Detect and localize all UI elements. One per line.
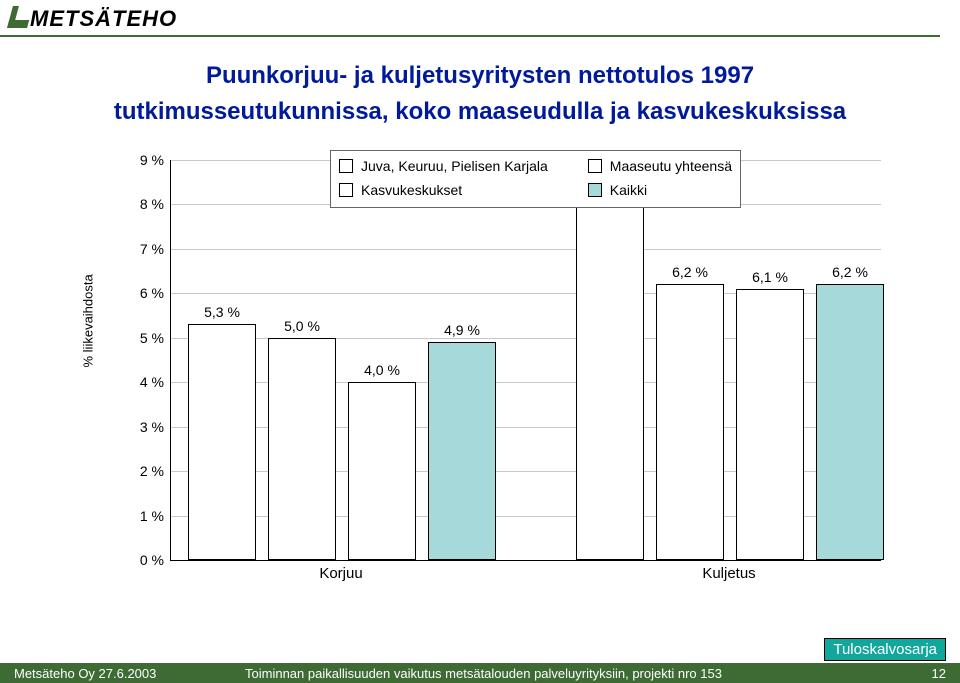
bar: [268, 338, 336, 560]
y-tick: 0 %: [110, 552, 164, 568]
x-category-label: Kuljetus: [575, 565, 883, 582]
series-badge: Tuloskalvosarja: [824, 638, 946, 661]
y-tick: 9 %: [110, 152, 164, 168]
slide-title-line2: tutkimusseutukunnissa, koko maaseudulla …: [0, 98, 960, 126]
legend-label: Juva, Keuruu, Pielisen Karjala: [361, 158, 548, 174]
logo-text: METSÄTEHO: [30, 6, 177, 32]
legend-label: Kasvukeskukset: [361, 182, 462, 198]
y-axis-label: % liikevaihdosta: [81, 274, 96, 367]
legend-swatch: [588, 183, 602, 197]
y-tick: 6 %: [110, 285, 164, 301]
bar-value-label: 6,1 %: [730, 269, 810, 285]
bar: [576, 200, 644, 560]
legend-swatch: [339, 159, 353, 173]
footer-left: Metsäteho Oy 27.6.2003: [14, 666, 156, 681]
bar: [816, 284, 884, 560]
legend: Juva, Keuruu, Pielisen Karjala Maaseutu y…: [330, 150, 741, 208]
bar-value-label: 5,3 %: [182, 304, 262, 320]
header-divider: [0, 35, 940, 37]
bar-value-label: 6,2 %: [650, 264, 730, 280]
x-category-label: Korjuu: [187, 565, 495, 582]
bar: [736, 289, 804, 560]
y-tick: 8 %: [110, 196, 164, 212]
bar-value-label: 6,2 %: [810, 264, 890, 280]
bar-value-label: 4,0 %: [342, 362, 422, 378]
bar: [348, 382, 416, 560]
y-tick: 2 %: [110, 463, 164, 479]
header: METSÄTEHO: [0, 0, 960, 40]
y-tick: 3 %: [110, 419, 164, 435]
y-tick: 4 %: [110, 374, 164, 390]
legend-label: Kaikki: [610, 182, 647, 198]
footer-right: 12: [932, 666, 946, 681]
legend-swatch: [339, 183, 353, 197]
bar: [188, 324, 256, 560]
y-tick: 1 %: [110, 508, 164, 524]
slide-title-line1: Puunkorjuu- ja kuljetusyritysten nettotu…: [0, 62, 960, 90]
y-tick: 7 %: [110, 241, 164, 257]
bar-chart: % liikevaihdosta 5,3 %5,0 %4,0 %4,9 %8,1…: [110, 160, 880, 590]
footer-center: Toiminnan paikallisuuden vaikutus metsät…: [245, 666, 722, 681]
bar-value-label: 4,9 %: [422, 322, 502, 338]
bar-value-label: 5,0 %: [262, 318, 342, 334]
legend-swatch: [588, 159, 602, 173]
y-tick: 5 %: [110, 330, 164, 346]
plot-area: 5,3 %5,0 %4,0 %4,9 %8,1 %6,2 %6,1 %6,2 %: [170, 160, 881, 561]
bar: [428, 342, 496, 560]
bar: [656, 284, 724, 560]
legend-label: Maaseutu yhteensä: [610, 158, 732, 174]
